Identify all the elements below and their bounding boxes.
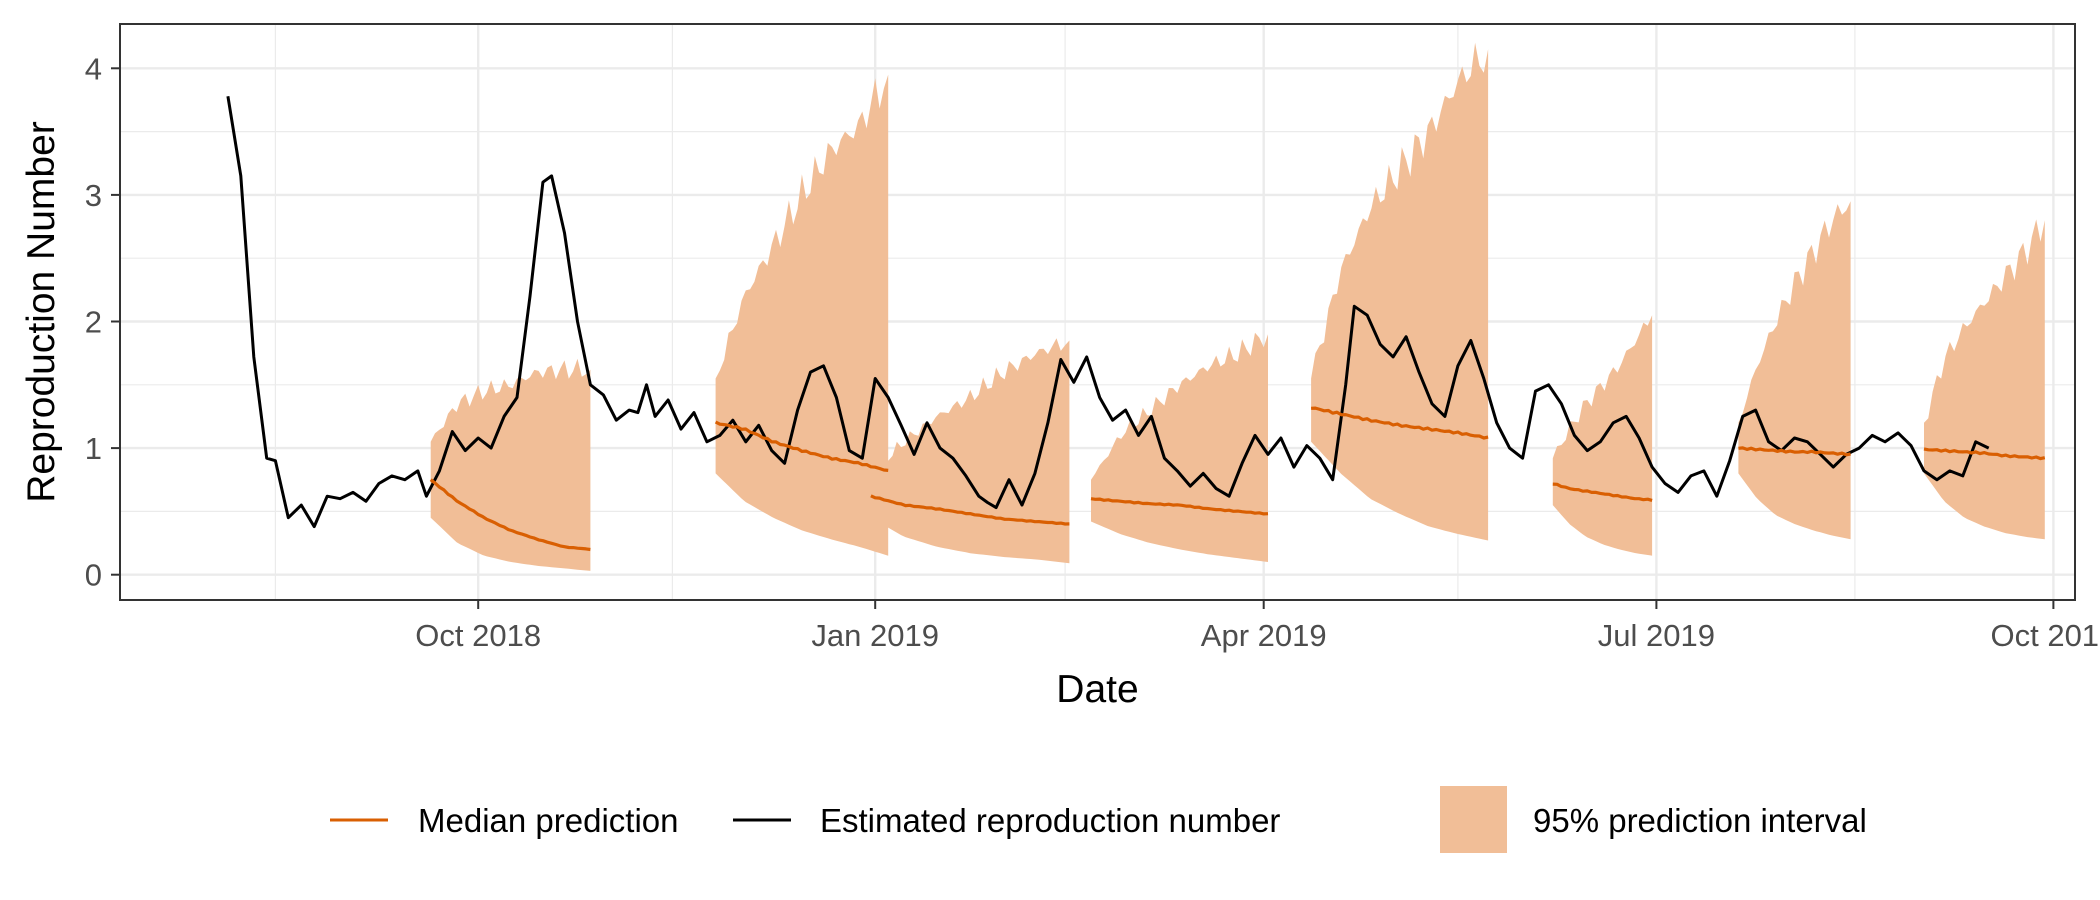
median-prediction-line-6: [1552, 482, 1653, 502]
x-axis-title: Date: [1056, 668, 1138, 711]
axes: 0 1 2 3 4 Oct 2018 Jan 2019 Apr 2019 Jul 2019 Oct…: [85, 51, 2100, 653]
median-prediction-line-4: [1090, 497, 1269, 516]
median-prediction-line-1: [429, 478, 591, 552]
prediction-interval-band-6: [1552, 315, 1653, 556]
y-axis-title: Reproduction Number: [20, 121, 63, 503]
x-tick-label: Oct 2018: [415, 618, 541, 653]
legend-interval-key: [1440, 786, 1507, 853]
prediction-interval-band-4: [1091, 332, 1268, 562]
legend-median-label: Median prediction: [418, 802, 679, 839]
legend-interval-label: 95% prediction interval: [1533, 802, 1867, 839]
estimated-reproduction-line: [226, 95, 1990, 529]
median-predictions: [429, 406, 2046, 552]
median-prediction-line-2: [714, 420, 889, 472]
y-tick-label: 2: [85, 305, 102, 340]
median-prediction-line-5: [1311, 406, 1489, 440]
y-tick-label: 0: [85, 558, 102, 593]
x-tick-label: Jul 2019: [1598, 618, 1715, 653]
y-tick-label: 1: [85, 431, 102, 466]
x-tick-label: Jan 2019: [811, 618, 939, 653]
prediction-interval-band-1: [430, 358, 591, 571]
median-prediction-line-7: [1738, 446, 1851, 457]
prediction-interval-band-8: [1924, 219, 2045, 540]
y-tick-label: 4: [85, 51, 102, 86]
x-tick-label: Oct 2019: [1990, 618, 2100, 653]
median-prediction-line-8: [1923, 447, 2046, 461]
panel-border: [119, 23, 2076, 601]
estimated-series: [226, 95, 1990, 529]
legend-estimated-label: Estimated reproduction number: [820, 802, 1280, 839]
x-tick-label: Apr 2019: [1201, 618, 1327, 653]
median-prediction-line-3: [870, 494, 1070, 526]
legend: Median prediction Estimated reproduction…: [330, 786, 1867, 853]
y-tick-label: 3: [85, 178, 102, 213]
